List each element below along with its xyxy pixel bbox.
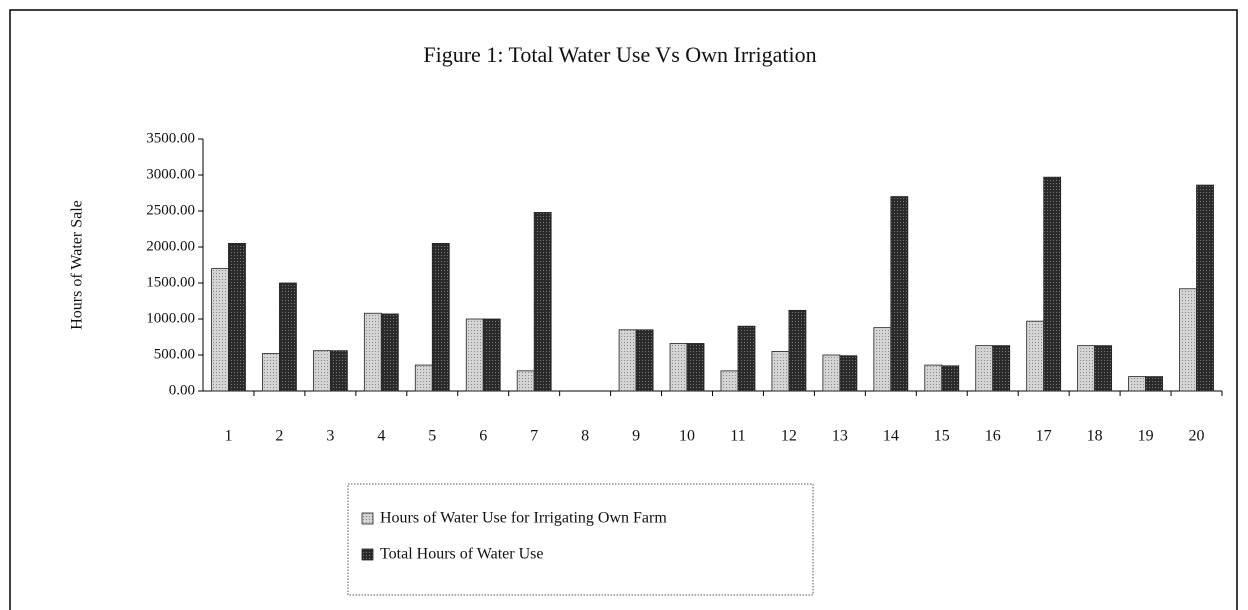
bar [635, 329, 654, 392]
bar [380, 313, 399, 392]
x-tick-label: 14 [883, 428, 899, 445]
bar [1196, 184, 1214, 392]
x-tick-label: 10 [679, 428, 695, 445]
x-tick-label: 13 [832, 428, 848, 445]
bar [1145, 376, 1163, 392]
bar [1094, 345, 1113, 392]
x-tick-label: 4 [377, 428, 385, 445]
frame [9, 9, 1238, 610]
x-tick-label: 16 [985, 428, 1001, 445]
x-tick-label: 8 [581, 428, 589, 445]
bar [1128, 376, 1146, 392]
y-tick-label: 0.00 [169, 382, 195, 398]
bar [431, 242, 450, 392]
x-tick-label: 12 [781, 428, 797, 445]
bar [1179, 288, 1197, 392]
x-tick-label: 11 [730, 428, 745, 445]
x-tick-label: 1 [224, 428, 232, 445]
x-tick-label: 6 [479, 428, 487, 445]
chart-title: Figure 1: Total Water Use Vs Own Irrigat… [423, 42, 816, 67]
bar [822, 354, 841, 392]
bar [228, 242, 246, 392]
bar [890, 196, 909, 392]
x-tick-label: 9 [632, 428, 640, 445]
bar [669, 343, 688, 392]
bar [618, 329, 637, 392]
bar [312, 350, 331, 392]
bar [992, 345, 1011, 392]
x-tick-label: 19 [1138, 428, 1154, 445]
legend-label: Hours of Water Use for Irrigating Own Fa… [380, 510, 667, 527]
legend-box [347, 483, 814, 596]
bar [279, 282, 297, 392]
bar [533, 212, 552, 392]
y-tick-label: 2000.00 [146, 238, 195, 254]
legend-swatch [361, 548, 374, 561]
bar [720, 370, 739, 392]
bar [941, 365, 960, 392]
y-tick-label: 3500.00 [146, 130, 195, 146]
bar [414, 364, 433, 392]
bar [873, 327, 892, 392]
bar [788, 309, 807, 392]
bar [1043, 176, 1062, 392]
bar [1026, 320, 1045, 392]
y-axis-title: Hours of Water Sale [69, 200, 86, 330]
y-tick-label: 500.00 [154, 346, 195, 362]
y-tick-label: 1500.00 [146, 274, 195, 290]
bar [363, 312, 382, 392]
bar [737, 325, 756, 392]
x-tick-label: 7 [530, 428, 538, 445]
bar [516, 370, 535, 392]
bar [211, 268, 229, 392]
x-tick-label: 20 [1189, 428, 1205, 445]
bar [262, 353, 280, 392]
bar [839, 355, 858, 392]
bar [1077, 345, 1096, 392]
legend-label: Total Hours of Water Use [380, 546, 543, 563]
legend-swatch [361, 512, 374, 525]
bar [329, 350, 348, 392]
y-tick-label: 2500.00 [146, 202, 195, 218]
bar [924, 364, 943, 392]
bar [975, 345, 994, 392]
x-tick-label: 3 [326, 428, 334, 445]
bar [482, 318, 501, 392]
x-tick-label: 15 [934, 428, 950, 445]
x-tick-label: 2 [275, 428, 283, 445]
bar [686, 343, 705, 392]
x-tick-label: 5 [428, 428, 436, 445]
bar [771, 350, 790, 392]
x-tick-label: 17 [1036, 428, 1052, 445]
y-tick-label: 1000.00 [146, 310, 195, 326]
y-tick-label: 3000.00 [146, 166, 195, 182]
bar [465, 318, 484, 392]
x-tick-label: 18 [1087, 428, 1103, 445]
